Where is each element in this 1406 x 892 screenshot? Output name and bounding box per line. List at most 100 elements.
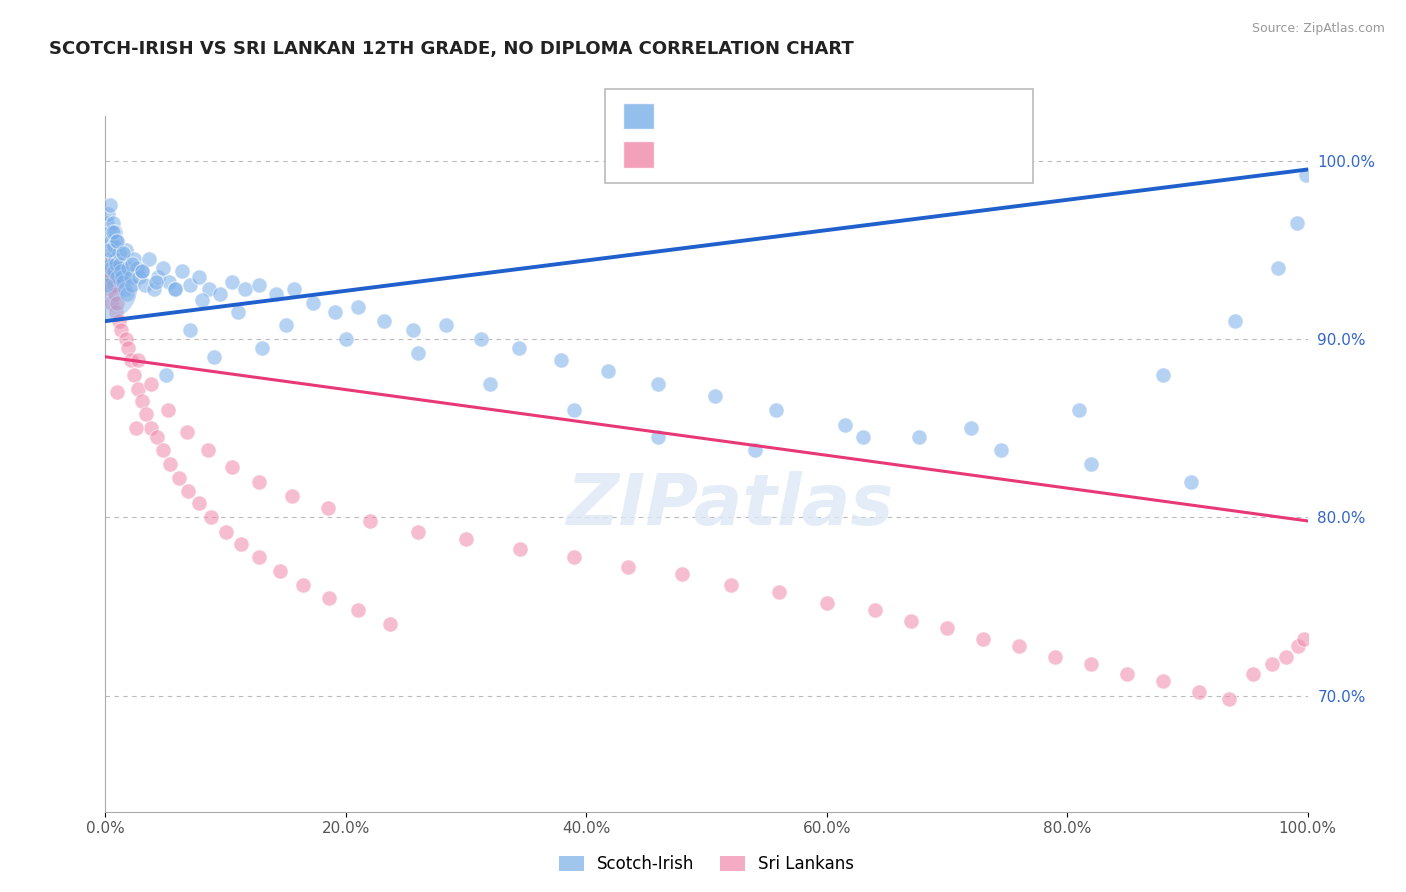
Point (103, 264, 125, 278)
Point (167, 471, 190, 485)
Point (96, 282, 118, 296)
Point (101, 252, 124, 266)
Point (108, 257, 131, 271)
Point (107, 385, 129, 400)
Point (316, 501, 339, 516)
Point (188, 269, 211, 284)
Point (214, 524, 236, 539)
Point (100, 234, 122, 248)
Point (269, 564, 291, 578)
Point (115, 287, 138, 301)
Point (247, 549, 270, 564)
Point (176, 425, 198, 439)
Point (1116, 667, 1139, 681)
Point (1152, 368, 1174, 382)
Point (347, 300, 370, 314)
Point (1292, 632, 1315, 646)
Point (97, 207, 120, 221)
Point (335, 332, 357, 346)
Point (454, 532, 477, 546)
Point (936, 621, 959, 635)
Point (94, 278, 117, 293)
Point (112, 246, 135, 260)
Point (117, 341, 139, 355)
Point (720, 578, 742, 592)
Point (406, 524, 429, 539)
Point (98, 282, 121, 296)
Point (434, 318, 457, 332)
Point (200, 510, 222, 524)
Point (138, 252, 160, 266)
Point (1243, 667, 1265, 681)
Point (233, 282, 256, 296)
Point (281, 489, 304, 503)
Point (135, 407, 157, 421)
Point (148, 269, 170, 284)
Point (1180, 475, 1202, 489)
Point (373, 314, 395, 328)
Point (198, 282, 221, 296)
Point (101, 243, 124, 257)
Point (104, 252, 127, 266)
Point (765, 403, 787, 417)
Point (107, 314, 129, 328)
Point (768, 585, 790, 599)
Text: N = 97: N = 97 (801, 107, 869, 125)
Point (834, 417, 856, 432)
Point (508, 341, 530, 355)
Point (100, 269, 122, 284)
Point (596, 364, 619, 378)
Point (960, 421, 983, 435)
Point (703, 389, 725, 403)
Point (98, 243, 121, 257)
Point (121, 278, 143, 293)
Point (177, 483, 200, 498)
Point (250, 341, 273, 355)
Point (815, 596, 838, 610)
Point (318, 591, 340, 605)
Point (1275, 649, 1298, 664)
Point (274, 318, 297, 332)
Point (157, 275, 180, 289)
Point (112, 269, 135, 284)
Point (863, 603, 886, 617)
Point (127, 382, 149, 396)
Point (479, 376, 502, 391)
Point (155, 368, 177, 382)
Point (179, 323, 201, 337)
Point (125, 260, 148, 275)
Point (647, 430, 669, 444)
Point (247, 278, 270, 293)
Point (647, 376, 669, 391)
Point (105, 234, 128, 248)
Point (900, 614, 922, 628)
Point (165, 282, 187, 296)
Point (139, 421, 162, 435)
Point (100, 260, 122, 275)
Point (115, 243, 138, 257)
Point (550, 353, 572, 368)
Point (470, 332, 492, 346)
Point (744, 442, 766, 457)
Point (402, 323, 425, 337)
Text: ZIPatlas: ZIPatlas (567, 471, 894, 540)
Point (146, 430, 169, 444)
Point (104, 287, 127, 301)
Point (145, 275, 167, 289)
Point (347, 603, 370, 617)
Point (226, 305, 249, 319)
Point (124, 421, 146, 435)
Point (172, 264, 194, 278)
Point (107, 269, 129, 284)
Point (990, 442, 1012, 457)
Point (98, 225, 121, 239)
Point (1285, 216, 1308, 230)
Point (152, 260, 174, 275)
Point (231, 537, 253, 551)
Point (97, 234, 120, 248)
Point (1260, 657, 1282, 671)
Point (302, 296, 325, 310)
Point (152, 442, 174, 457)
Text: R =: R = (662, 145, 702, 163)
Point (1295, 168, 1317, 182)
